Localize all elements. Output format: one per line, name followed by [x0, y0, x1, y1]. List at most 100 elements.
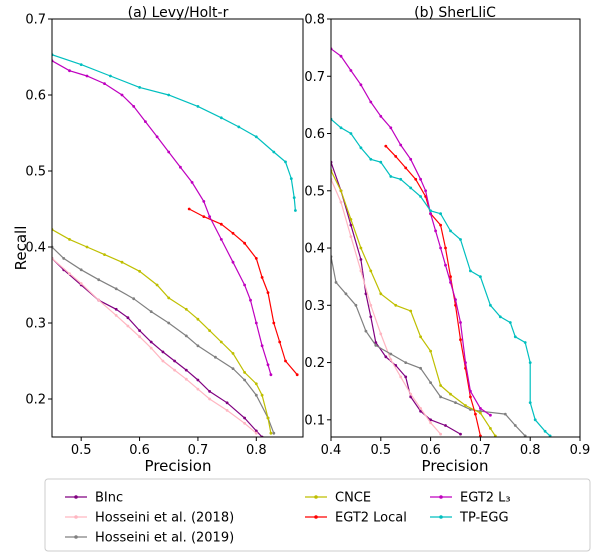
panel-a-data-point: [167, 150, 171, 154]
panel-b-data-point: [349, 132, 353, 135]
panel-b-data-point: [404, 361, 408, 364]
panel-a-data-point: [269, 373, 273, 377]
panel-a-data-point: [184, 307, 188, 311]
panel-a-data-point: [219, 116, 223, 120]
panel-b-data-point: [528, 361, 532, 364]
legend-marker: [439, 495, 443, 499]
panel-b-data-point: [359, 269, 363, 273]
panel-b-data-point: [409, 392, 413, 396]
panel-b-data-point: [449, 229, 452, 233]
panel-b-data-point: [459, 321, 462, 324]
panel-b-data-point: [449, 281, 452, 284]
panel-b-data-point: [404, 375, 408, 379]
legend-marker: [314, 495, 318, 499]
panel-a-data-point: [190, 181, 194, 184]
panel-a-xtick-label: 0.6: [129, 443, 150, 458]
panel-a-data-point: [138, 269, 142, 273]
panel-a-data-point: [79, 282, 83, 285]
panel-b-data-point: [479, 275, 482, 279]
legend-label: EGT2 L₃: [460, 491, 511, 506]
panel-b-ytick-label: 0.7: [304, 70, 325, 85]
panel-a-data-point: [266, 291, 270, 294]
panel-b-series-line: [331, 179, 442, 435]
panel-b-data-point: [369, 269, 373, 273]
panel-b-data-point: [424, 189, 427, 193]
panel-b-data-point: [404, 166, 408, 170]
panel-b-data-point: [399, 375, 403, 379]
panel-b-data-point: [439, 223, 442, 227]
panel-a-data-point: [184, 334, 188, 338]
panel-b-data-point: [528, 401, 532, 404]
panel-a-data-point: [243, 378, 247, 382]
legend-marker: [74, 495, 78, 499]
legend-label: CNCE: [335, 491, 371, 506]
panel-b-series-line: [331, 170, 496, 437]
panel-a-xtick-label: 0.8: [246, 443, 267, 458]
panel-b-data-point: [374, 341, 378, 344]
panel-b-data-point: [533, 418, 537, 422]
panel-a-data-point: [62, 257, 66, 260]
panel-a-data-point: [266, 416, 270, 420]
panel-b-data-point: [548, 434, 552, 437]
panel-b-xtick-label: 0.4: [321, 443, 342, 458]
panel-a-data-point: [179, 165, 182, 169]
panel-b-data-point: [419, 195, 422, 198]
panel-b-xtick-label: 0.7: [470, 443, 491, 458]
panel-a-data-point: [85, 245, 89, 249]
panel-a-data-point: [260, 393, 264, 397]
panel-a-data-point: [79, 268, 83, 272]
panel-b-data-point: [479, 434, 482, 437]
panel-b-data-point: [469, 269, 472, 273]
panel-a-data-point: [68, 69, 71, 73]
panel-b-ytick-label: 0.3: [304, 299, 325, 314]
panel-a-data-point: [120, 93, 124, 97]
panel-b-data-point: [369, 303, 373, 307]
panel-b-data-point: [429, 418, 432, 422]
panel-a-data-point: [97, 278, 101, 282]
panel-b-data-point: [409, 309, 413, 313]
panel-b-data-point: [444, 246, 447, 250]
panel-b-data-point: [344, 292, 348, 296]
legend-marker: [74, 515, 78, 519]
panel-b-data-point: [429, 212, 432, 216]
legend-marker: [314, 515, 318, 519]
panel-b-data-point: [349, 69, 353, 72]
panel-a-data-point: [126, 316, 130, 320]
panel-b-data-point: [339, 126, 343, 130]
panel-a-ytick-label: 0.2: [25, 393, 46, 408]
panel-a-data-point: [272, 150, 276, 154]
panel-a-data-point: [173, 368, 177, 372]
panel-a-ytick-label: 0.6: [25, 89, 46, 104]
panel-a-data-point: [126, 324, 130, 328]
panel-a-title: (a) Levy/Holt-r: [128, 5, 229, 21]
panel-b-data-point: [469, 395, 472, 399]
panel-a-ytick-label: 0.7: [25, 13, 46, 28]
panel-a-data-point: [173, 359, 177, 363]
panel-a-data-point: [284, 160, 287, 164]
panel-a-series-line: [52, 257, 257, 434]
panel-a-data-point: [249, 298, 252, 302]
panel-levy-holt: (a) Levy/Holt-r 0.5 0.6 0.7 0.80.20.30.40.5…: [25, 5, 304, 475]
panel-b-data-point: [339, 189, 343, 193]
legend-frame: [44, 478, 591, 552]
panel-b-data-point: [349, 235, 353, 239]
panel-b-data-point: [523, 434, 527, 437]
panel-b-xtick-label: 0.9: [570, 443, 591, 458]
panel-b-data-point: [493, 434, 497, 437]
panel-a-plot-area: 0.5 0.6 0.7 0.8 0.2 0.3 0.4 0.5 0.6 0.7: [25, 13, 304, 458]
panel-a-data-point: [208, 215, 212, 219]
panel-a-data-point: [208, 390, 212, 393]
panel-a-data-point: [208, 397, 212, 401]
panel-b-data-point: [359, 146, 363, 150]
panel-b-data-point: [399, 177, 403, 181]
panel-b-data-point: [508, 321, 512, 324]
panel-a-data-point: [68, 238, 71, 241]
panel-a-data-point: [260, 276, 264, 279]
panel-a-data-point: [167, 296, 171, 300]
panel-b-data-point: [419, 407, 422, 410]
panel-a-data-point: [260, 344, 264, 348]
panel-b-data-point: [439, 246, 442, 250]
panel-b-data-point: [454, 298, 457, 301]
panel-b-ytick-label: 0.4: [304, 242, 325, 257]
